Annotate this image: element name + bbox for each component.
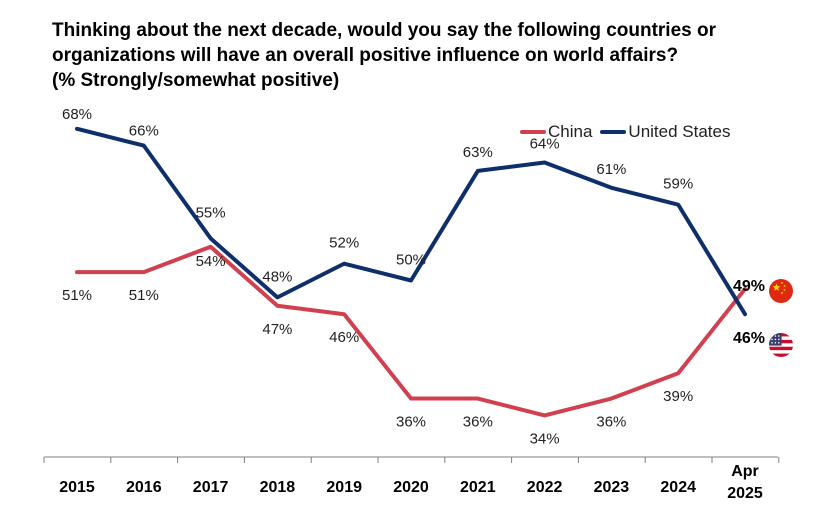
united-states-data-label: 55%: [196, 204, 226, 221]
chart-title: Thinking about the next decade, would yo…: [52, 18, 812, 93]
x-tick-label: 2017: [193, 479, 229, 496]
united-states-data-label: 50%: [396, 252, 426, 269]
x-tick-label: 2019: [326, 479, 362, 496]
us-flag-stripe: [769, 346, 793, 351]
united-states-data-label: 61%: [596, 161, 626, 178]
title-line-3: (% Strongly/somewhat positive): [52, 70, 340, 91]
us-flag-star: [778, 342, 780, 344]
legend: China United States: [520, 121, 738, 143]
x-tick-label: 2016: [126, 479, 162, 496]
us-flag-star: [771, 335, 773, 337]
united-states-data-label: 63%: [463, 144, 493, 161]
united-states-data-label: 59%: [663, 176, 693, 193]
us-flag-star: [774, 335, 777, 337]
china-data-label: 51%: [62, 287, 92, 304]
legend-label-united-states: United States: [628, 122, 731, 141]
china-data-label: 54%: [196, 253, 226, 270]
china-series-line: [75, 244, 747, 418]
legend-swatch-united-states: [600, 130, 627, 134]
china-flag-star-small: [783, 288, 786, 292]
united-states-data-label: 52%: [329, 235, 359, 252]
x-tick-label: Apr: [731, 463, 759, 480]
us-flag-icon: [769, 333, 793, 357]
china-flag-star-large: [772, 283, 781, 291]
us-flag-star: [771, 342, 773, 344]
united-states-series-line: [75, 126, 747, 317]
china-flag-star-small: [783, 284, 786, 288]
united-states-data-label: 46%: [733, 330, 765, 347]
china-data-label: 51%: [129, 287, 159, 304]
x-tick-label: 2021: [460, 479, 496, 496]
china-data-label: 46%: [329, 329, 359, 346]
united-states-data-label: 64%: [530, 135, 560, 152]
title-line-2: organizations will have an overall posit…: [52, 45, 679, 66]
title-line-1: Thinking about the next decade, would yo…: [52, 20, 716, 41]
china-flag-star-small: [780, 281, 784, 285]
x-tick-label: 2024: [660, 479, 696, 496]
china-data-label: 36%: [396, 414, 426, 431]
us-flag-star: [778, 338, 780, 341]
legend-item-china: China: [520, 122, 592, 142]
legend-swatch-china: [520, 130, 546, 134]
china-data-label: 34%: [530, 430, 560, 447]
united-states-data-label: 68%: [62, 106, 92, 123]
china-flag-star-small: [780, 291, 784, 295]
x-tick-label: 2018: [260, 479, 296, 496]
x-tick-label: 2015: [59, 479, 95, 496]
china-data-label: 47%: [262, 321, 292, 338]
us-flag-star: [774, 342, 777, 344]
china-data-label: 36%: [596, 414, 626, 431]
us-flag-star: [774, 338, 777, 341]
x-tick-label: 2022: [527, 479, 563, 496]
us-flag-stripe: [769, 353, 793, 357]
china-data-label: 39%: [663, 388, 693, 405]
united-states-data-label: 48%: [262, 268, 292, 285]
united-states-data-label: 66%: [129, 123, 159, 140]
x-tick-label: 2023: [594, 479, 630, 496]
x-tick-label: 2025: [727, 485, 763, 502]
x-tick-label: 2020: [393, 479, 429, 496]
us-flag-star: [778, 335, 780, 337]
legend-label-china: China: [548, 122, 593, 141]
us-flag-star: [771, 338, 773, 341]
china-data-label: 49%: [733, 278, 765, 295]
china-data-label: 36%: [463, 414, 493, 431]
legend-item-united-states: United States: [600, 122, 730, 142]
china-flag-icon: [769, 279, 793, 303]
